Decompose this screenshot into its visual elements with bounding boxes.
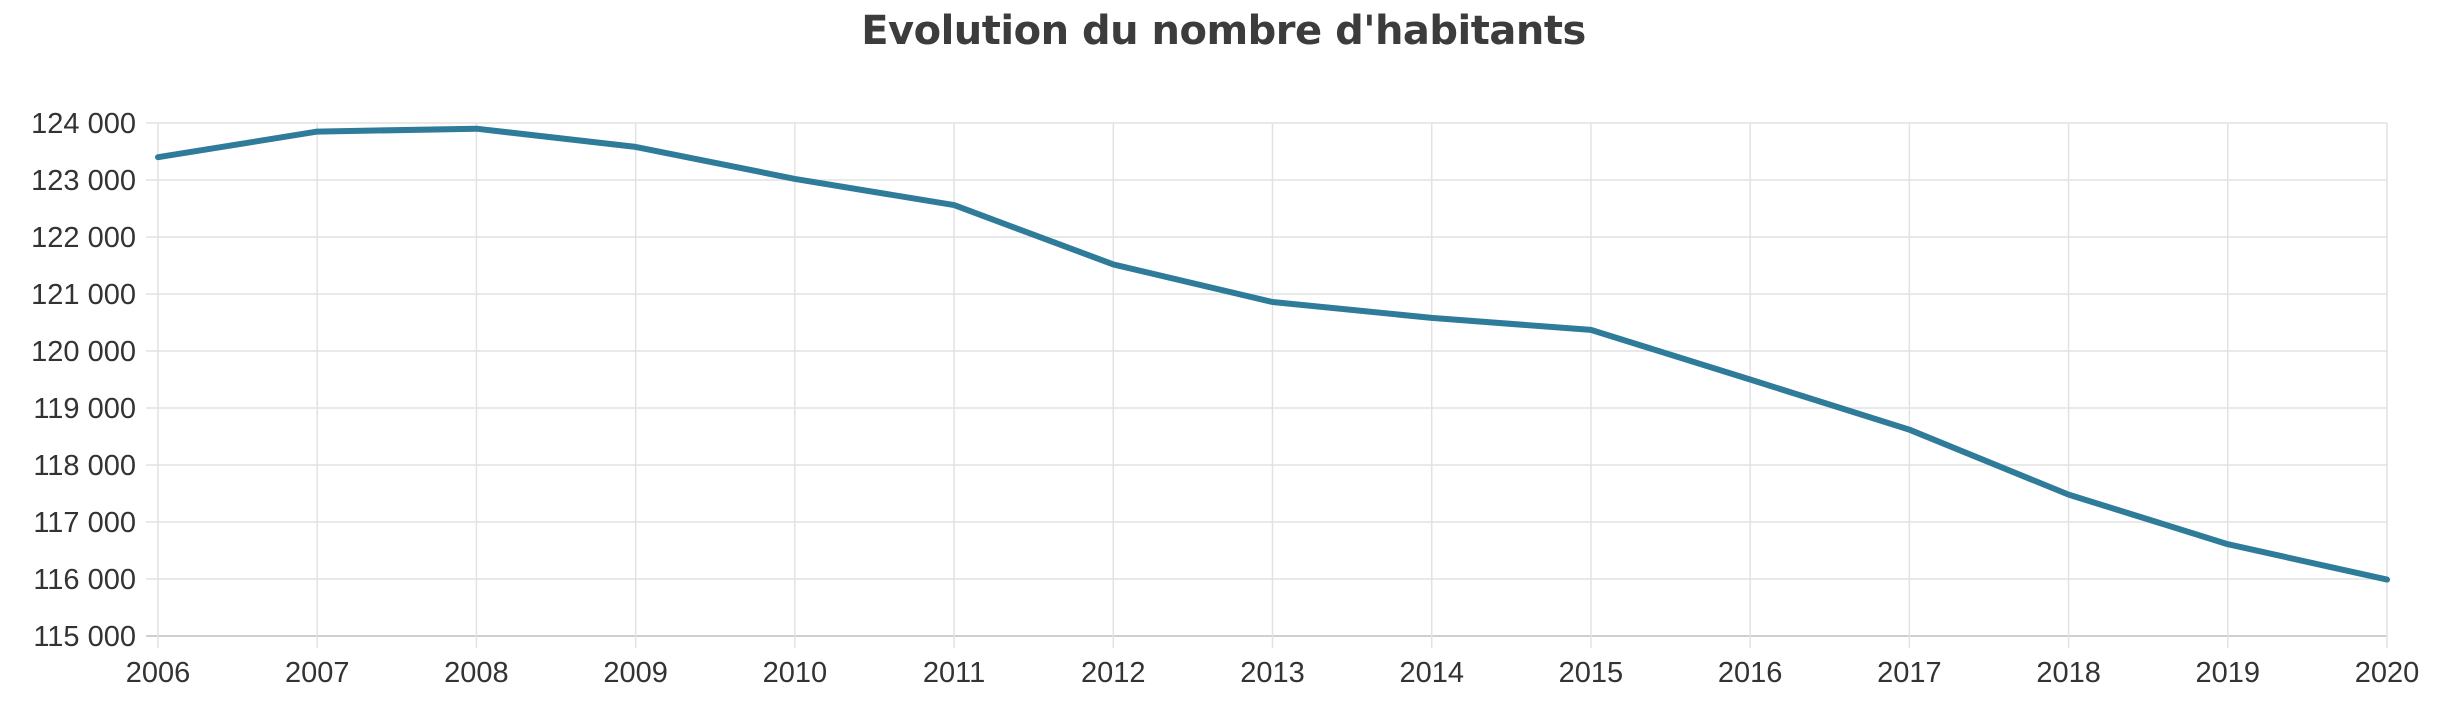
series-line (155, 125, 2390, 583)
x-tick-label: 2012 (1081, 657, 1146, 689)
x-tick-label: 2017 (1877, 657, 1942, 689)
x-tick-label: 2006 (126, 657, 191, 689)
y-tick-label: 120 000 (31, 336, 136, 368)
x-tick-label: 2015 (1559, 657, 1624, 689)
label-layer: 115 000 116 000 117 000 118 000 119 000 120 0… (31, 108, 2419, 689)
x-tick-label: 2008 (444, 657, 509, 689)
grid-layer (146, 122, 2388, 648)
y-tick-label: 121 000 (31, 279, 136, 311)
x-tick-label: 2010 (763, 657, 828, 689)
x-tick-label: 2018 (2036, 657, 2101, 689)
y-tick-label: 117 000 (33, 507, 136, 539)
y-tick-label: 115 000 (33, 621, 136, 653)
x-tick-label: 2013 (1240, 657, 1305, 689)
y-tick-label: 122 000 (31, 222, 136, 254)
y-tick-label: 118 000 (33, 450, 136, 482)
y-tick-label: 119 000 (33, 393, 136, 425)
y-tick-label: 123 000 (31, 165, 136, 197)
x-tick-label: 2009 (603, 657, 668, 689)
x-tick-label: 2016 (1718, 657, 1783, 689)
x-tick-label: 2011 (923, 657, 985, 689)
series-layer (155, 125, 2390, 583)
x-tick-label: 2014 (1399, 657, 1464, 689)
chart-title: Evolution du nombre d'habitants (861, 8, 1586, 54)
x-tick-label: 2019 (2196, 657, 2261, 689)
x-tick-label: 2020 (2355, 657, 2420, 689)
y-tick-label: 124 000 (31, 108, 136, 140)
x-tick-label: 2007 (285, 657, 350, 689)
y-tick-label: 116 000 (33, 564, 136, 596)
